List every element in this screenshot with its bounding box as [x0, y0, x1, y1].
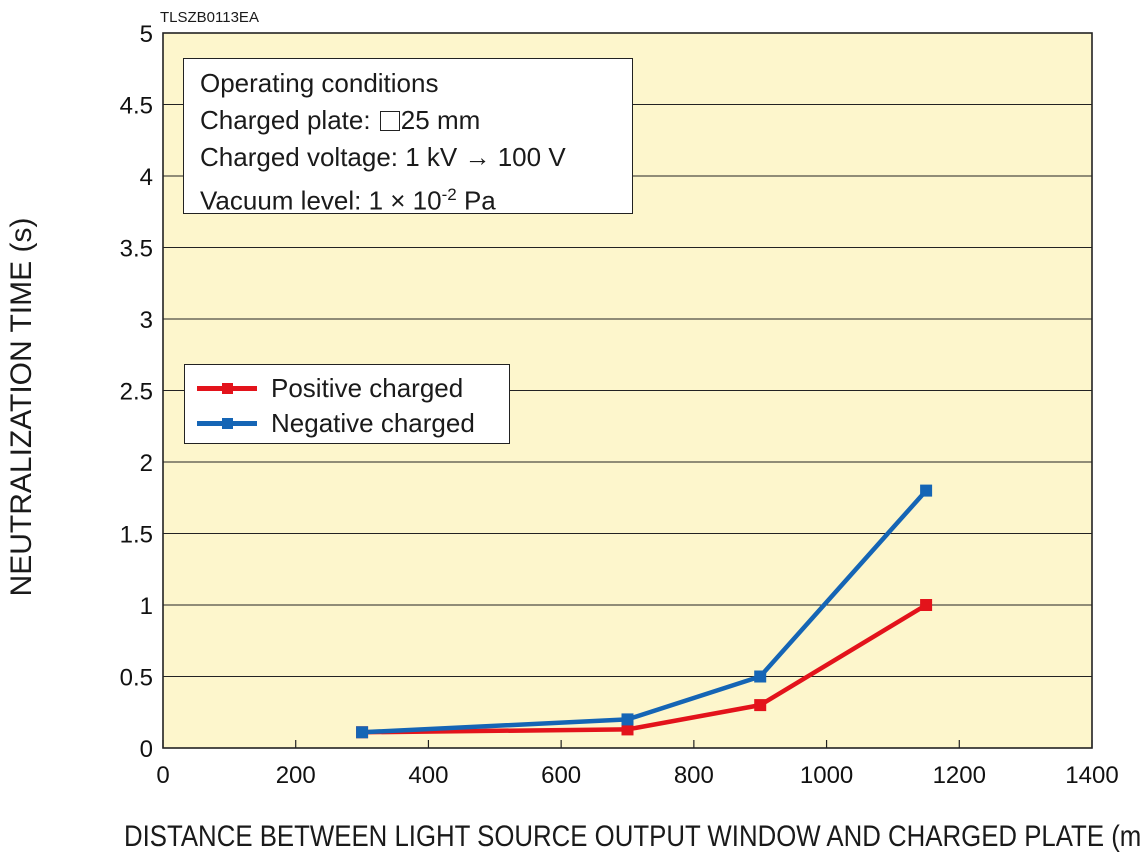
vacuum-prefix: Vacuum level: 1 × 10 — [200, 185, 442, 216]
series-line-positive — [362, 603, 928, 735]
y-tick-label: 0.5 — [120, 665, 153, 692]
y-tick-label: 2 — [140, 450, 153, 477]
series-line-negative — [361, 489, 928, 735]
y-axis-label-text: NEUTRALIZATION TIME (s) — [5, 217, 38, 597]
legend-swatch-positive — [197, 373, 257, 403]
legend-label-positive: Positive charged — [271, 372, 464, 403]
y-tick-label: 1.5 — [120, 522, 153, 549]
x-tick-label: 600 — [541, 762, 581, 789]
legend-label-negative: Negative charged — [271, 407, 475, 438]
legend: Positive charged Negative charged — [184, 364, 510, 444]
y-axis-label: NEUTRALIZATION TIME (s) — [2, 218, 42, 597]
x-tick-label: 400 — [408, 762, 448, 789]
charged-plate-line: Charged plate: 25 mm — [200, 102, 632, 139]
plot-frame — [162, 32, 1093, 749]
x-axis-label: DISTANCE BETWEEN LIGHT SOURCE OUTPUT WIN… — [124, 820, 1141, 853]
y-tick-label: 4 — [140, 164, 153, 191]
x-tick-label: 200 — [276, 762, 316, 789]
y-tick-label: 4.5 — [120, 93, 153, 120]
figure-code: TLSZB0113EA — [160, 9, 259, 26]
data-point-negative — [356, 726, 369, 739]
x-tick-label: 1200 — [933, 762, 986, 789]
y-tick-label: 1 — [140, 593, 153, 620]
legend-item-negative: Negative charged — [197, 408, 475, 438]
data-point-positive — [754, 699, 767, 712]
data-point-positive — [920, 599, 933, 611]
y-tick-label: 3 — [140, 307, 153, 334]
vacuum-level-line: Vacuum level: 1 × 10-2 Pa — [200, 176, 632, 220]
operating-conditions-box: Operating conditions Charged plate: 25 m… — [183, 58, 633, 216]
x-tick-label: 1000 — [800, 762, 853, 789]
square-icon — [379, 111, 400, 131]
legend-swatch-negative — [197, 408, 257, 438]
charged-plate-value: 25 mm — [400, 105, 481, 135]
x-tick-label: 1400 — [1065, 762, 1118, 789]
data-point-positive — [621, 723, 634, 736]
x-tick-label: 0 — [156, 762, 169, 789]
data-point-negative — [754, 670, 767, 683]
y-tick-label: 3.5 — [120, 236, 153, 263]
data-point-negative — [621, 713, 634, 726]
vacuum-exponent: -2 — [441, 185, 457, 204]
charged-plate-label: Charged plate: — [200, 105, 378, 135]
y-tick-label: 5 — [140, 21, 153, 48]
data-point-negative — [920, 484, 933, 497]
conditions-heading: Operating conditions — [200, 68, 439, 98]
x-tick-label: 800 — [674, 762, 714, 789]
y-tick-label: 0 — [140, 736, 153, 763]
charged-voltage-line: Charged voltage: 1 kV → 100 V — [200, 142, 566, 172]
y-tick-label: 2.5 — [120, 379, 153, 406]
vacuum-suffix: Pa — [456, 185, 496, 216]
legend-item-positive: Positive charged — [197, 373, 463, 403]
